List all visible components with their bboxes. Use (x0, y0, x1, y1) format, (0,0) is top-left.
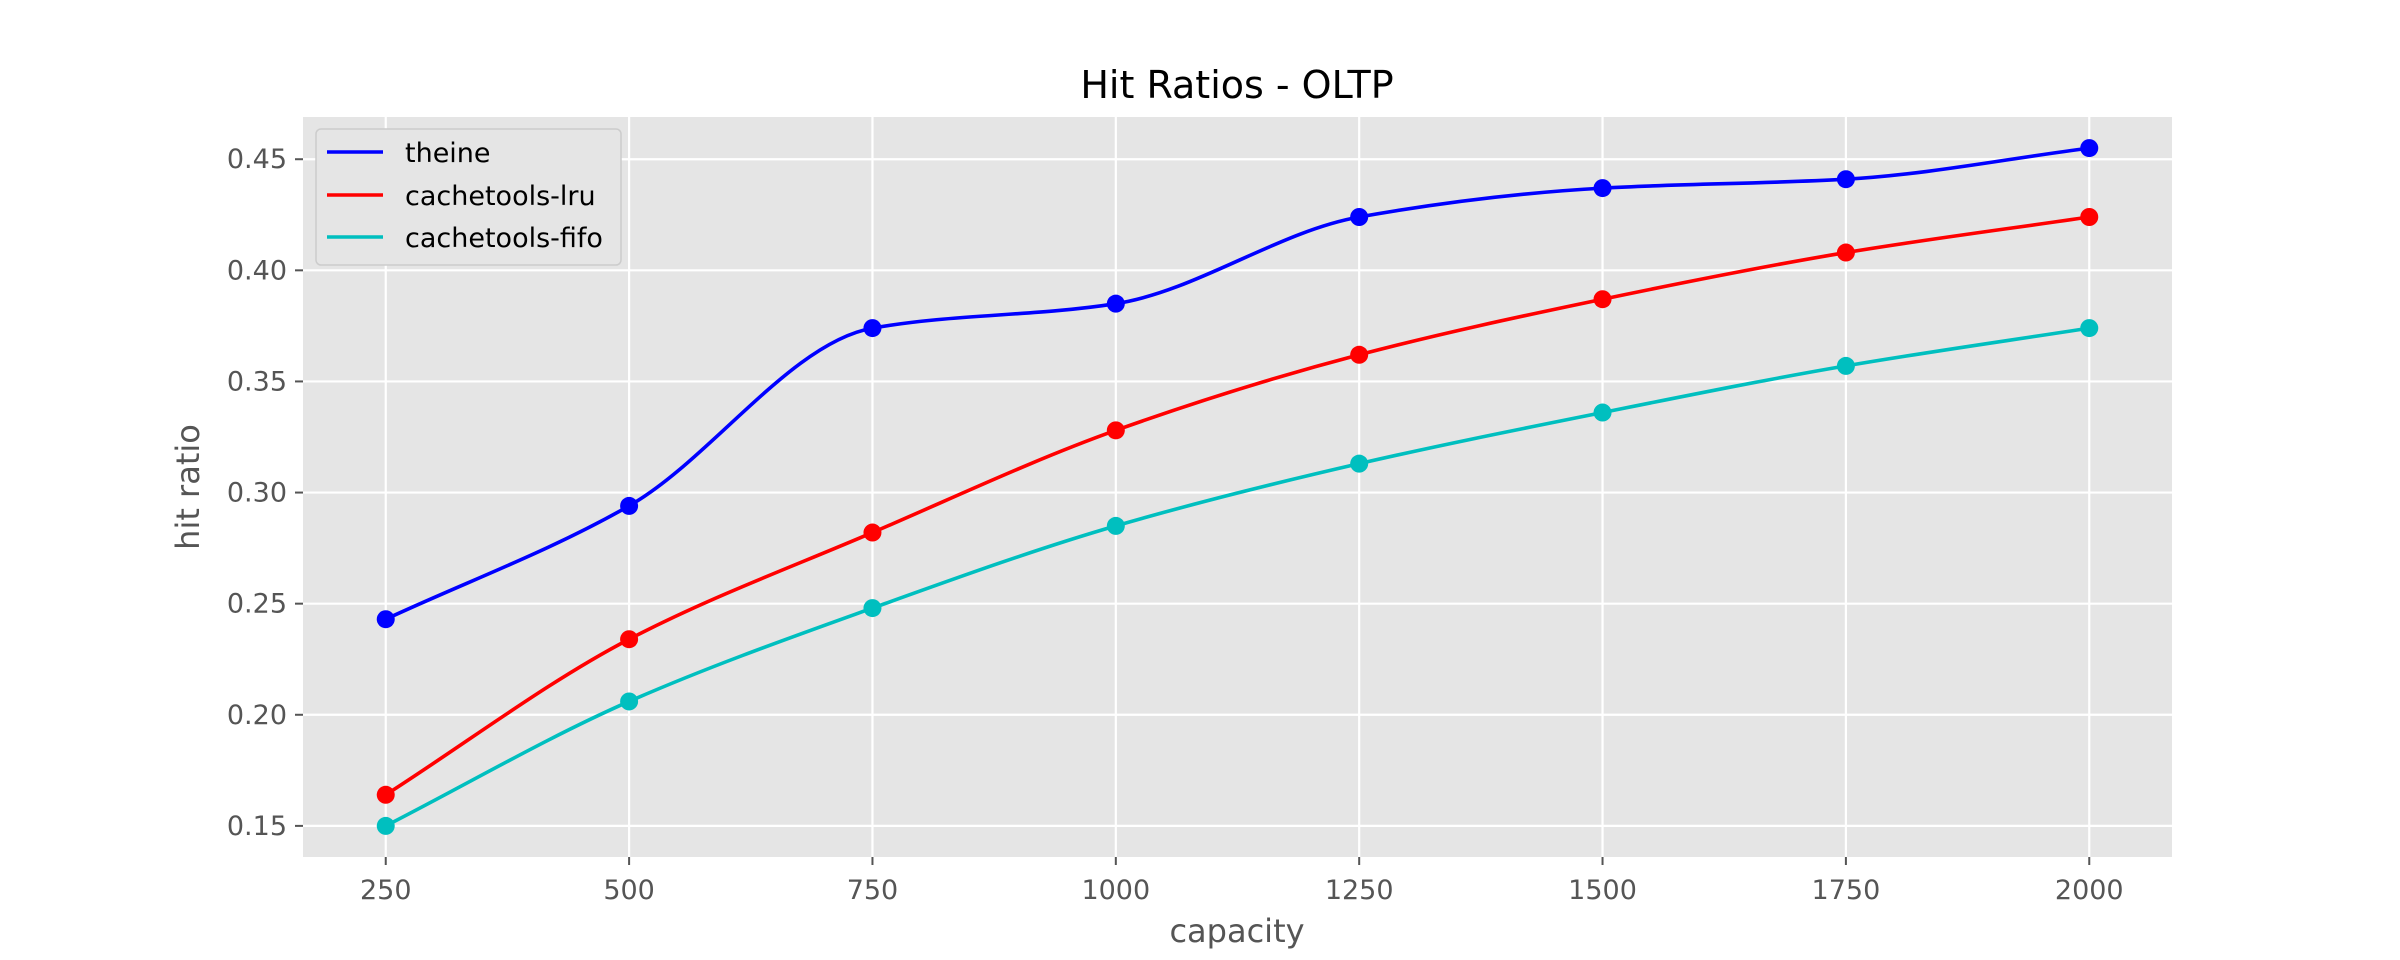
y-axis-ticks: 0.15 0.20 0.25 0.30 0.35 0.40 0.45 (227, 144, 303, 842)
x-tick-label: 750 (847, 875, 899, 906)
legend-box (315, 128, 622, 266)
legend: theine cachetools-lru cachetools-fifo (315, 128, 622, 266)
data-point-cachetools-lru (1593, 290, 1612, 309)
data-point-cachetools-fifo (1593, 403, 1612, 422)
data-point-theine (1836, 170, 1855, 189)
data-point-theine (2080, 139, 2099, 158)
x-tick-label: 500 (603, 875, 655, 906)
data-point-theine (863, 319, 882, 338)
y-tick-label: 0.45 (227, 144, 287, 175)
data-point-cachetools-fifo (1106, 516, 1125, 535)
x-tick-label: 1000 (1081, 875, 1150, 906)
data-point-cachetools-lru (1106, 421, 1125, 440)
x-tick-label: 1750 (1812, 875, 1881, 906)
x-axis-label: capacity (1169, 912, 1304, 950)
x-tick-label: 2000 (2055, 875, 2124, 906)
series-line-theine (383, 146, 2092, 622)
x-axis-ticks: 250 500 750 1000 1250 1500 1750 2000 (360, 857, 2124, 906)
data-point-cachetools-lru (2080, 208, 2099, 226)
data-point-cachetools-lru (1836, 243, 1855, 262)
data-point-theine (1106, 294, 1125, 313)
data-point-cachetools-fifo (1350, 454, 1369, 473)
data-point-cachetools-lru (620, 630, 639, 649)
data-point-theine (1350, 208, 1369, 226)
data-point-cachetools-lru (376, 785, 395, 804)
data-point-cachetools-lru (1350, 345, 1369, 364)
x-tick-label: 250 (360, 875, 412, 906)
series-line-cachetools-lru (383, 215, 2092, 797)
data-point-theine (1593, 179, 1612, 198)
grid (303, 117, 2172, 857)
data-point-cachetools-fifo (376, 816, 395, 835)
y-tick-label: 0.35 (227, 366, 287, 397)
data-point-cachetools-fifo (863, 599, 882, 618)
chart-title: Hit Ratios - OLTP (1080, 63, 1393, 107)
data-point-theine (376, 610, 395, 629)
series-line-cachetools-fifo (383, 326, 2092, 828)
data-point-cachetools-fifo (620, 692, 639, 711)
legend-label-theine: theine (405, 138, 491, 169)
legend-label-cachetools-lru: cachetools-lru (405, 181, 596, 212)
y-tick-label: 0.25 (227, 589, 287, 620)
y-tick-label: 0.30 (227, 478, 287, 509)
legend-label-cachetools-fifo: cachetools-fifo (405, 223, 603, 254)
data-point-theine (620, 496, 639, 515)
y-axis-label: hit ratio (169, 424, 207, 550)
y-tick-label: 0.40 (227, 255, 287, 286)
x-tick-label: 1500 (1568, 875, 1637, 906)
y-tick-label: 0.20 (227, 700, 287, 731)
data-point-cachetools-lru (863, 523, 882, 542)
x-tick-label: 1250 (1325, 875, 1394, 906)
data-point-cachetools-fifo (1836, 356, 1855, 375)
y-tick-label: 0.15 (227, 811, 287, 842)
data-point-cachetools-fifo (2080, 319, 2099, 338)
series-layer (376, 139, 2099, 835)
